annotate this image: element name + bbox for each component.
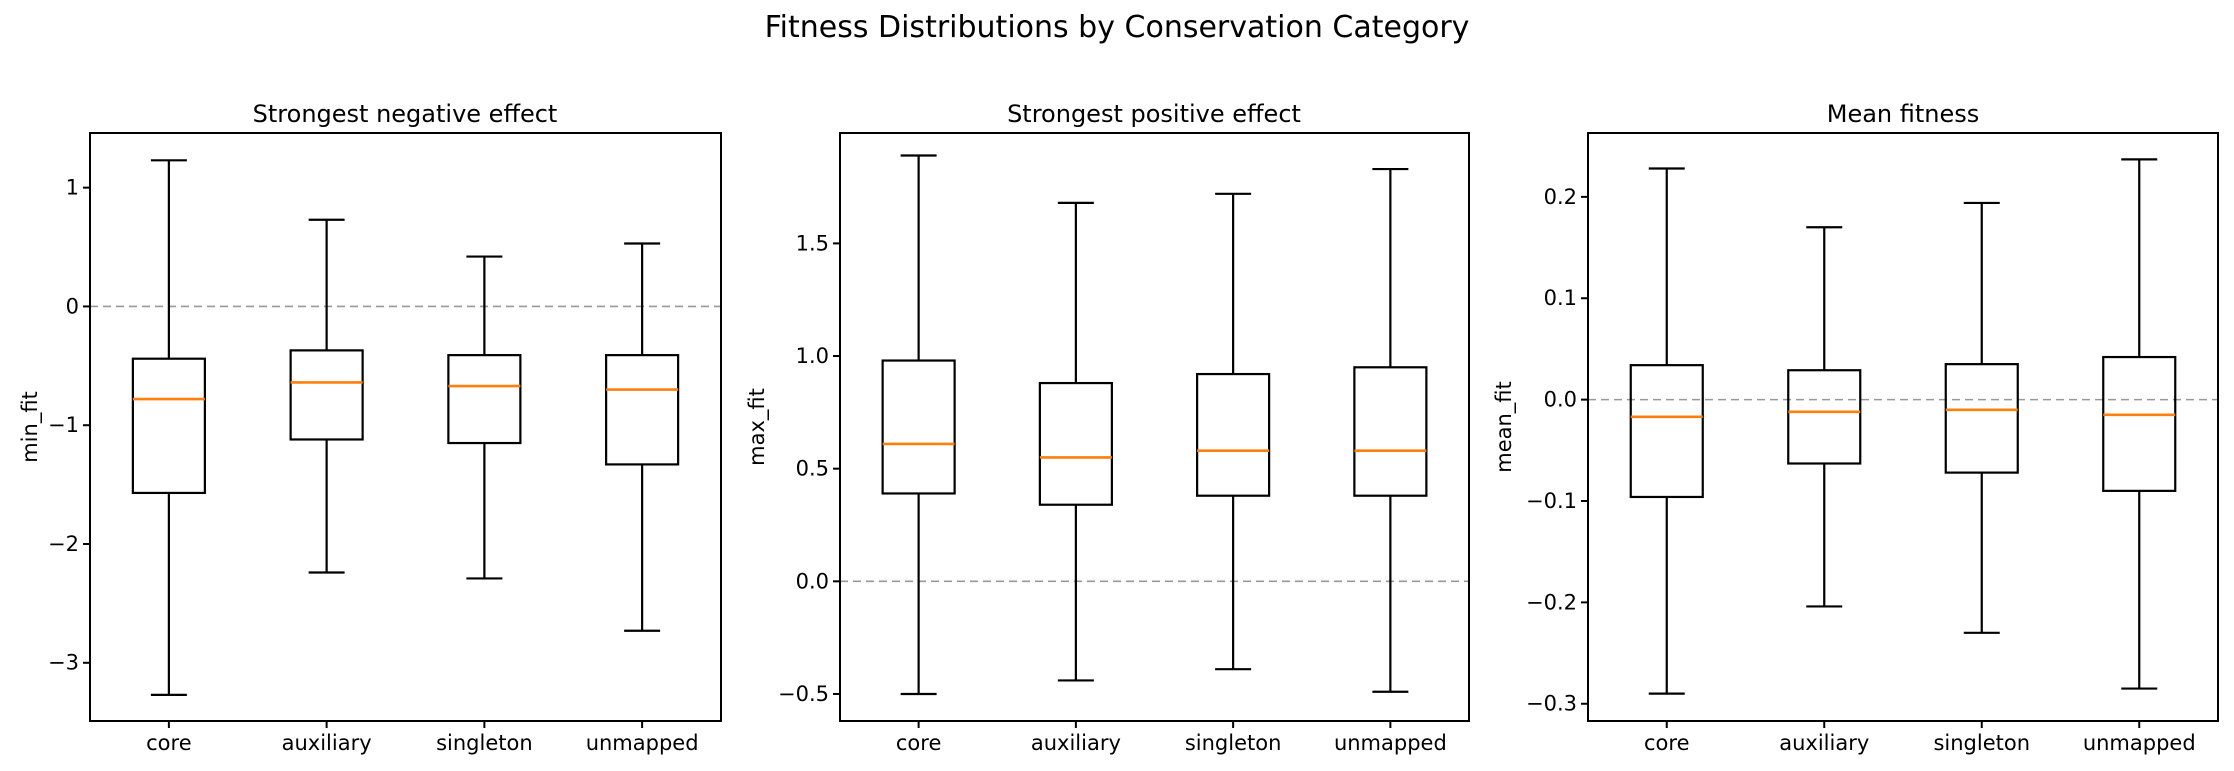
subplot-title-mean-fit: Mean fitness <box>1827 100 1980 128</box>
y-tick-label: −2 <box>48 532 79 556</box>
y-tick-label: 0.0 <box>1544 388 1577 412</box>
y-tick-label: 0.0 <box>796 569 829 593</box>
x-tick-label-auxiliary: auxiliary <box>282 731 372 755</box>
box-unmapped <box>605 354 680 466</box>
y-axis-label-min-fit: min_fit <box>18 391 43 463</box>
axes-frame <box>1587 132 2219 722</box>
subplot-min-fit: Strongest negative effect min_fit 1 0 −1 −2… <box>18 100 722 755</box>
axes-area-max-fit: 1.5 1.0 0.5 0.0 −0.5 core auxiliary singleton un… <box>778 132 1470 755</box>
y-tick-label: 1.0 <box>796 344 829 368</box>
x-tick-label-singleton: singleton <box>1185 731 1282 755</box>
y-tick-label: −0.5 <box>778 682 829 706</box>
axes-area-mean-fit: 0.2 0.1 0.0 −0.1 −0.2 −0.3 core auxiliary single… <box>1526 132 2219 755</box>
y-tick-label: 0.2 <box>1544 185 1577 209</box>
box-unmapped <box>2102 355 2177 492</box>
box-core <box>131 357 206 495</box>
y-tick-label: 1 <box>66 176 79 200</box>
box-singleton <box>447 354 522 445</box>
x-tick-label-auxiliary: auxiliary <box>1031 731 1121 755</box>
box-singleton <box>1196 372 1271 497</box>
x-tick-label-unmapped: unmapped <box>2083 731 2196 755</box>
subplot-title-max-fit: Strongest positive effect <box>1007 100 1301 128</box>
box-auxiliary <box>1038 381 1113 506</box>
box-core <box>881 359 956 495</box>
axes-frame <box>89 132 722 722</box>
y-tick-label: −3 <box>48 651 79 675</box>
box-core <box>1629 364 1704 499</box>
y-tick-label: 0.5 <box>796 457 829 481</box>
y-axis-label-max-fit: max_fit <box>745 388 770 466</box>
subplot-title-min-fit: Strongest negative effect <box>253 100 558 128</box>
x-tick-label-singleton: singleton <box>436 731 533 755</box>
y-tick-label: 1.5 <box>796 231 829 255</box>
y-tick-label: −0.3 <box>1526 692 1577 716</box>
subplot-mean-fit: Mean fitness mean_fit 0.2 0.1 0.0 −0.1 −0.2 −… <box>1492 100 2219 755</box>
x-tick-label-singleton: singleton <box>1933 731 2030 755</box>
figure-title: Fitness Distributions by Conservation Ca… <box>764 10 1470 45</box>
y-tick-label: −0.1 <box>1526 489 1577 513</box>
y-tick-label: 0 <box>66 294 79 318</box>
y-tick-label: 0.1 <box>1544 286 1577 310</box>
box-auxiliary <box>289 349 364 441</box>
y-tick-label: −0.2 <box>1526 590 1577 614</box>
axes-frame <box>839 132 1470 722</box>
x-tick-label-unmapped: unmapped <box>1334 731 1447 755</box>
box-auxiliary <box>1787 369 1862 465</box>
y-axis-label-mean-fit: mean_fit <box>1492 381 1517 473</box>
x-tick-label-core: core <box>146 731 192 755</box>
x-tick-label-auxiliary: auxiliary <box>1779 731 1869 755</box>
axes-area-min-fit: 1 0 −1 −2 −3 core auxiliary singleton unmapped <box>48 132 722 755</box>
x-tick-label-core: core <box>1644 731 1690 755</box>
x-tick-label-unmapped: unmapped <box>586 731 699 755</box>
box-unmapped <box>1353 366 1428 497</box>
box-singleton <box>1944 363 2019 474</box>
y-tick-label: −1 <box>48 413 79 437</box>
subplot-max-fit: Strongest positive effect max_fit 1.5 1.0… <box>745 100 1470 755</box>
x-tick-label-core: core <box>896 731 942 755</box>
